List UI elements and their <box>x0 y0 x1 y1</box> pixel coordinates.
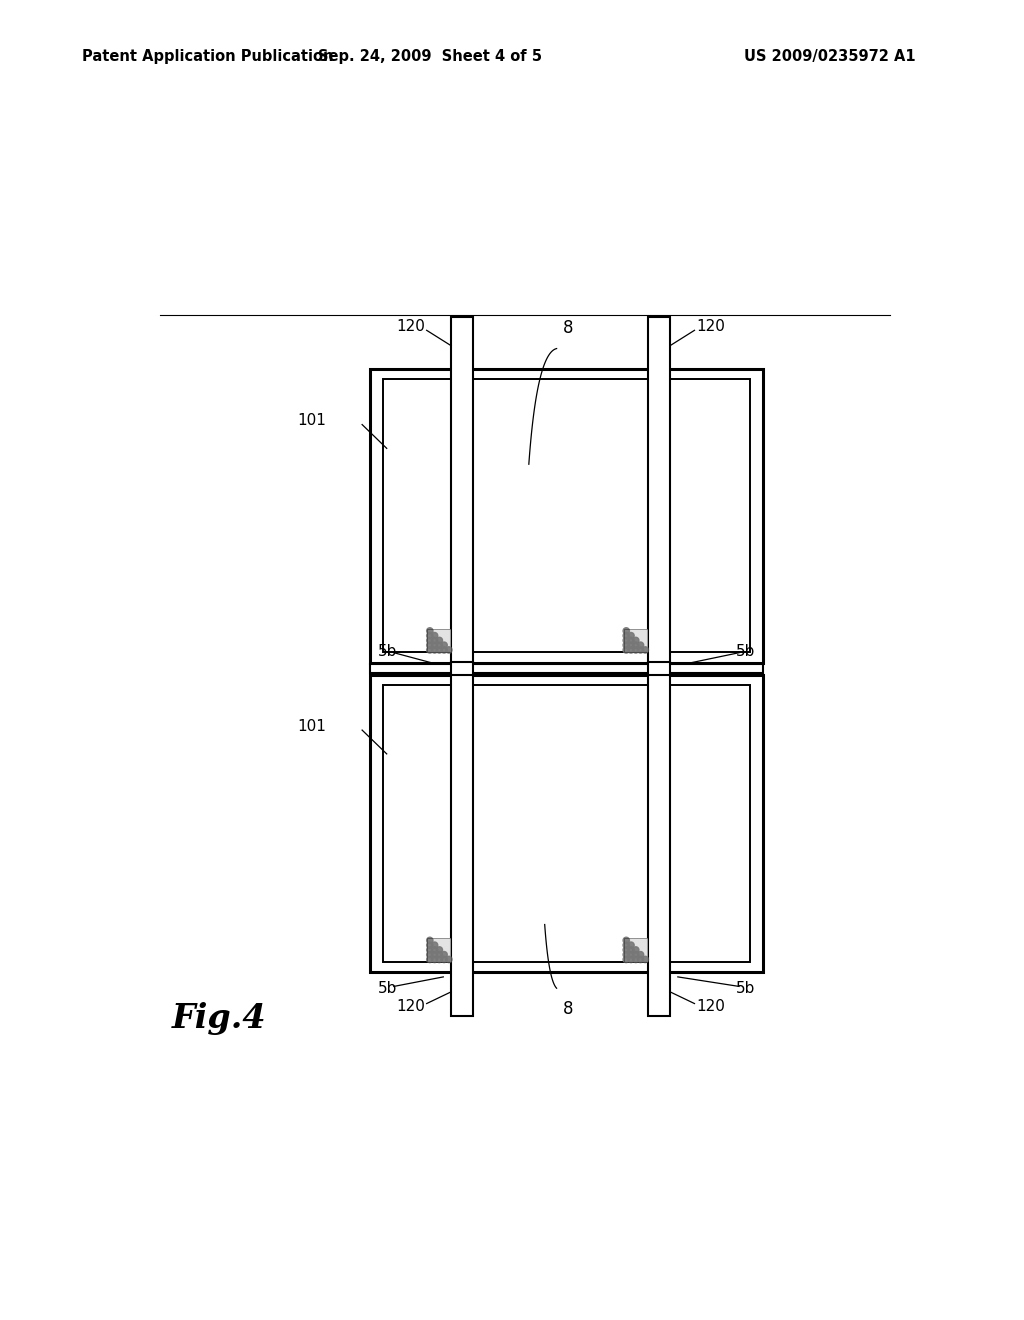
Bar <box>383 685 751 962</box>
Circle shape <box>445 956 452 962</box>
Text: Fig.4: Fig.4 <box>172 1002 266 1035</box>
Circle shape <box>431 642 438 648</box>
Circle shape <box>445 647 452 653</box>
Circle shape <box>431 632 438 639</box>
Bar <box>427 939 452 962</box>
Circle shape <box>628 638 634 644</box>
Bar <box>647 317 670 1016</box>
Bar <box>370 675 763 972</box>
Bar <box>383 379 751 652</box>
Circle shape <box>623 642 630 648</box>
Circle shape <box>427 956 433 962</box>
Circle shape <box>623 942 630 948</box>
Circle shape <box>427 937 433 944</box>
Text: 120: 120 <box>696 999 725 1014</box>
Circle shape <box>436 647 442 653</box>
Circle shape <box>427 946 433 953</box>
Bar <box>370 370 763 663</box>
Circle shape <box>642 956 648 962</box>
Circle shape <box>441 956 447 962</box>
Circle shape <box>436 956 442 962</box>
Circle shape <box>633 952 639 958</box>
Circle shape <box>427 952 433 958</box>
Circle shape <box>431 647 438 653</box>
Circle shape <box>441 642 447 648</box>
Bar <box>452 317 473 1016</box>
Circle shape <box>637 952 644 958</box>
Text: 5b: 5b <box>735 981 755 995</box>
Circle shape <box>633 956 639 962</box>
Circle shape <box>623 946 630 953</box>
Circle shape <box>623 952 630 958</box>
Circle shape <box>436 642 442 648</box>
Text: 120: 120 <box>696 319 725 334</box>
Circle shape <box>628 946 634 953</box>
Bar <box>624 939 647 962</box>
Circle shape <box>637 956 644 962</box>
Circle shape <box>431 946 438 953</box>
Bar <box>427 939 452 962</box>
Circle shape <box>436 946 442 953</box>
Text: Sep. 24, 2009  Sheet 4 of 5: Sep. 24, 2009 Sheet 4 of 5 <box>318 49 542 65</box>
Circle shape <box>623 956 630 962</box>
Circle shape <box>637 647 644 653</box>
Circle shape <box>431 638 438 644</box>
Circle shape <box>431 956 438 962</box>
Circle shape <box>628 632 634 639</box>
Bar <box>624 628 647 652</box>
Circle shape <box>623 632 630 639</box>
Circle shape <box>623 647 630 653</box>
Circle shape <box>431 942 438 948</box>
Circle shape <box>441 647 447 653</box>
Bar <box>370 664 763 673</box>
Bar <box>427 628 452 652</box>
Text: 8: 8 <box>563 1001 573 1018</box>
Circle shape <box>427 632 433 639</box>
Circle shape <box>431 952 438 958</box>
Circle shape <box>427 638 433 644</box>
Circle shape <box>436 638 442 644</box>
Circle shape <box>628 647 634 653</box>
Text: 8: 8 <box>563 318 573 337</box>
Circle shape <box>628 952 634 958</box>
Text: 5b: 5b <box>378 644 397 659</box>
Circle shape <box>623 628 630 634</box>
Circle shape <box>642 647 648 653</box>
Text: 101: 101 <box>298 718 327 734</box>
Circle shape <box>633 642 639 648</box>
Circle shape <box>633 946 639 953</box>
Circle shape <box>427 628 433 634</box>
Circle shape <box>628 956 634 962</box>
Circle shape <box>436 952 442 958</box>
Text: 5b: 5b <box>378 981 397 995</box>
Circle shape <box>628 942 634 948</box>
Bar <box>647 663 670 675</box>
Bar <box>427 628 452 652</box>
Circle shape <box>637 642 644 648</box>
Text: Patent Application Publication: Patent Application Publication <box>82 49 334 65</box>
Circle shape <box>427 642 433 648</box>
Circle shape <box>623 937 630 944</box>
Bar <box>624 939 647 962</box>
Circle shape <box>441 952 447 958</box>
Circle shape <box>427 942 433 948</box>
Bar <box>624 628 647 652</box>
Text: 120: 120 <box>396 999 425 1014</box>
Text: 5b: 5b <box>735 644 755 659</box>
Text: 101: 101 <box>298 413 327 428</box>
Circle shape <box>633 647 639 653</box>
Circle shape <box>628 642 634 648</box>
Circle shape <box>427 647 433 653</box>
Text: 120: 120 <box>396 319 425 334</box>
Text: US 2009/0235972 A1: US 2009/0235972 A1 <box>743 49 915 65</box>
Circle shape <box>623 638 630 644</box>
Bar <box>452 663 473 675</box>
Circle shape <box>633 638 639 644</box>
